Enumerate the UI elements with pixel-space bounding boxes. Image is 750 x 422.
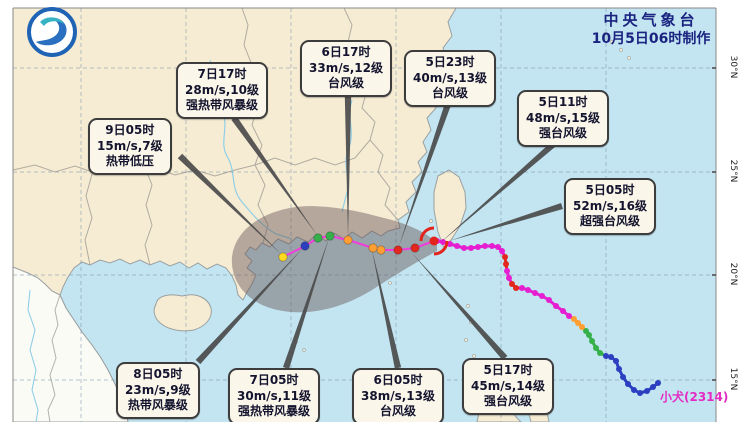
forecast-time: 8日05时 xyxy=(133,367,183,381)
forecast-time: 5日23时 xyxy=(425,55,475,69)
forecast-wind: 40m/s,13级 xyxy=(413,70,487,85)
issue-time: 10月5日06时制作 xyxy=(591,31,711,48)
forecast-category: 强热带风暴级 xyxy=(185,98,258,113)
forecast-wind: 33m/s,12级 xyxy=(309,60,383,75)
forecast-category: 台风级 xyxy=(431,86,468,101)
agency-name: 中央气象台 xyxy=(603,11,699,29)
forecast-wind: 28m/s,10级 xyxy=(185,82,259,97)
forecast-wind: 23m/s,9级 xyxy=(125,382,191,397)
observed-track xyxy=(434,238,661,396)
forecast-label: 7日17时 28m/s,10级 强热带风暴级 xyxy=(176,62,268,119)
forecast-wind: 38m/s,13级 xyxy=(361,388,435,403)
lat-label: 25°N xyxy=(728,159,738,183)
forecast-label: 5日11时 48m/s,15级 强台风级 xyxy=(517,90,609,147)
forecast-label: 5日05时 52m/s,16级 超强台风级 xyxy=(564,178,656,235)
island-specks xyxy=(294,32,631,358)
forecast-category: 强热带风暴级 xyxy=(237,404,310,419)
forecast-label: 8日05时 23m/s,9级 热带风暴级 xyxy=(116,362,200,419)
cma-logo-icon xyxy=(27,7,77,57)
forecast-time: 9日05时 xyxy=(105,123,155,137)
forecast-category: 台风级 xyxy=(379,404,416,419)
forecast-time: 7日05时 xyxy=(249,373,299,387)
forecast-category: 热带风暴级 xyxy=(127,398,188,413)
forecast-wind: 52m/s,16级 xyxy=(573,198,647,213)
forecast-track xyxy=(278,231,435,262)
forecast-category: 强台风级 xyxy=(483,394,532,409)
forecast-label: 6日17时 33m/s,12级 台风级 xyxy=(300,40,392,97)
forecast-label: 7日05时 30m/s,11级 强热带风暴级 xyxy=(228,368,320,422)
forecast-label: 5日17时 45m/s,14级 强台风级 xyxy=(462,358,554,415)
forecast-time: 7日17时 xyxy=(197,67,247,81)
forecast-label: 9日05时 15m/s,7级 热带低压 xyxy=(88,118,172,175)
label-leader-lines xyxy=(177,96,563,370)
forecast-cone xyxy=(231,206,437,313)
typhoon-name-label: 小犬(2314) xyxy=(660,390,729,404)
forecast-category: 热带低压 xyxy=(105,154,154,169)
forecast-time: 6日05时 xyxy=(373,373,423,387)
typhoon-current-icon xyxy=(419,226,449,256)
forecast-wind: 45m/s,14级 xyxy=(471,378,545,393)
vietnam-laos-border xyxy=(47,294,61,422)
forecast-label: 6日05时 38m/s,13级 台风级 xyxy=(352,368,444,422)
forecast-time: 6日17时 xyxy=(321,45,371,59)
lat-label: 30°N xyxy=(728,55,738,79)
forecast-time: 5日05时 xyxy=(585,183,635,197)
taiwan-island xyxy=(433,169,467,249)
map-title: 中央气象台 10月5日06时制作 xyxy=(578,10,724,49)
forecast-label: 5日23时 40m/s,13级 台风级 xyxy=(404,50,496,107)
forecast-wind: 15m/s,7级 xyxy=(97,138,163,153)
hainan-island xyxy=(153,294,212,332)
forecast-time: 5日11时 xyxy=(538,95,588,109)
forecast-category: 强台风级 xyxy=(538,126,587,141)
forecast-wind: 30m/s,11级 xyxy=(237,388,311,403)
lat-label: 15°N xyxy=(728,367,738,391)
lat-label: 20°N xyxy=(728,262,738,286)
forecast-category: 超强台风级 xyxy=(579,214,640,229)
forecast-wind: 48m/s,15级 xyxy=(526,110,600,125)
forecast-time: 5日17时 xyxy=(483,363,533,377)
river-vietnam xyxy=(27,289,39,422)
forecast-category: 台风级 xyxy=(327,76,364,91)
